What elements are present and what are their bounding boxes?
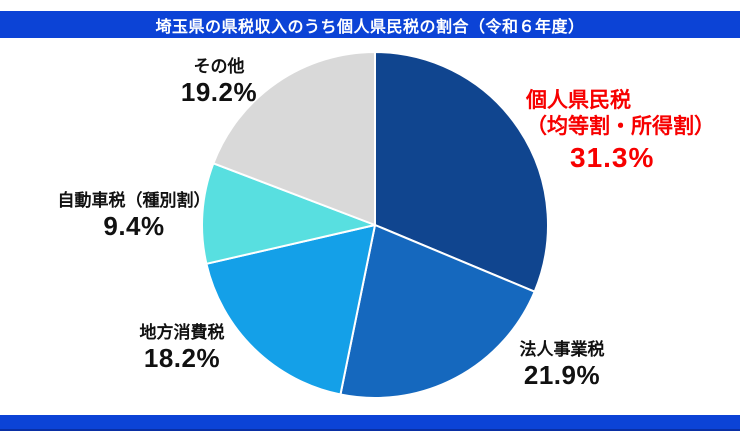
pie-chart [201,51,549,399]
pie-slice-4 [212,51,376,226]
slice-label-car-tax: 自動車税（種別割） 9.4% [58,190,211,242]
slice-label-personal-tax-name: 個人県民税 [526,89,631,112]
slice-label-personal-tax: 個人県民税 （均等割・所得割） 31.3% [526,88,715,174]
pie-slice-2 [205,224,376,396]
pie-slice-1 [339,224,536,399]
slice-label-consumption-tax: 地方消費税 18.2% [140,322,225,374]
slice-label-other-value: 19.2% [180,77,258,108]
slice-label-car-tax-value: 9.4% [103,211,165,242]
slice-label-consumption-tax-name: 地方消費税 [139,323,225,342]
pie-slice-3 [201,162,376,265]
slice-label-corporate-tax: 法人事業税 21.9% [520,339,605,391]
title-bar: 埼玉県の県税収入のうち個人県民税の割合（令和６年度） [0,11,740,38]
slice-label-other: その他 19.2% [181,56,257,108]
slice-label-personal-tax-value: 31.3% [570,142,655,174]
pie-slice-0 [374,51,549,293]
slice-label-other-name: その他 [193,57,245,76]
footer-bar [0,415,740,431]
slice-label-consumption-tax-value: 18.2% [143,343,221,374]
slice-label-corporate-tax-value: 21.9% [523,360,601,391]
slice-label-car-tax-name: 自動車税（種別割） [57,191,211,210]
slice-label-corporate-tax-name: 法人事業税 [519,340,605,359]
slice-label-personal-tax-subname: （均等割・所得割） [526,115,715,139]
pie-chart-area [200,50,550,400]
page-title: 埼玉県の県税収入のうち個人県民税の割合（令和６年度） [155,18,585,36]
